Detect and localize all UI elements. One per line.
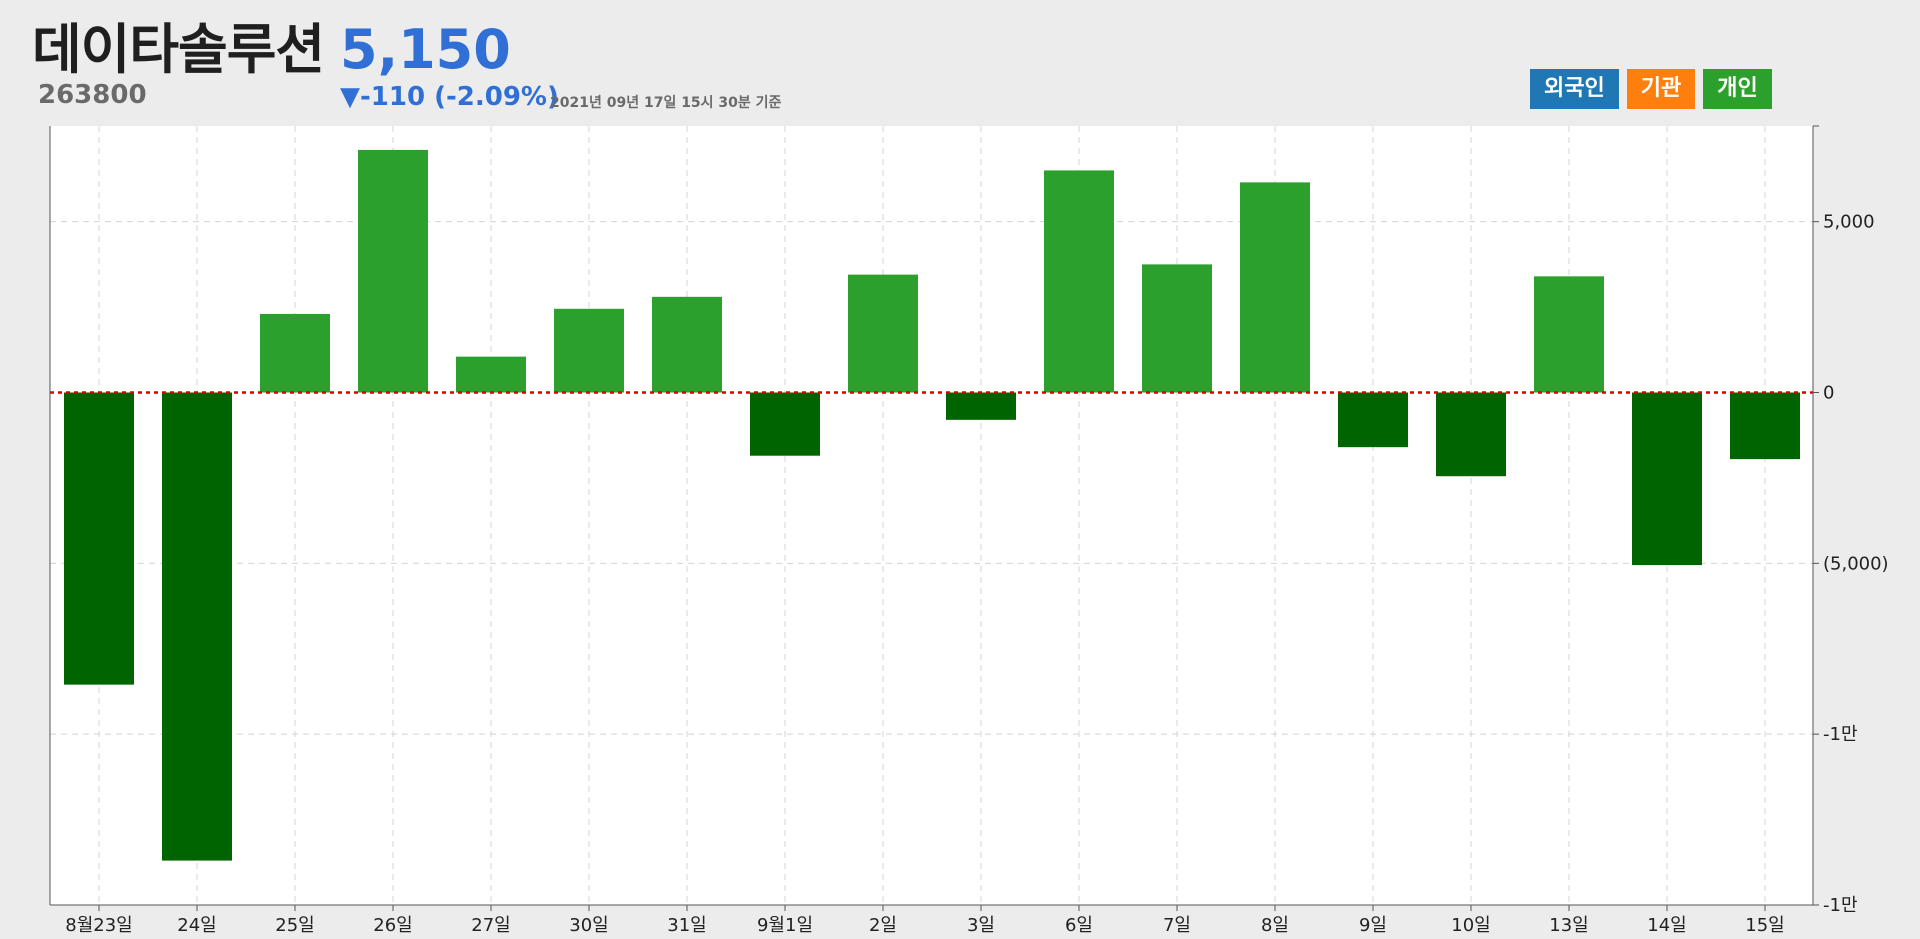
y-tick-label: (5,000): [1823, 553, 1889, 574]
bar: [1632, 392, 1702, 566]
legend-foreigner-button[interactable]: 외국인: [1530, 69, 1619, 109]
x-tick-label: 31일: [667, 915, 706, 936]
x-tick-label: 9월1일: [757, 915, 813, 936]
legend-individual-button[interactable]: 개인: [1703, 69, 1772, 109]
x-tick-label: 30일: [569, 915, 608, 936]
x-tick-label: 8일: [1261, 915, 1289, 936]
bar: [1730, 392, 1800, 460]
x-tick-label: 8월23일: [65, 915, 132, 936]
x-tick-label: 2일: [869, 915, 897, 936]
bar: [162, 392, 232, 861]
bar: [1436, 392, 1506, 477]
stock-price: 5,150: [340, 18, 511, 81]
x-tick-label: 15일: [1745, 915, 1784, 936]
legend-institution-button[interactable]: 기관: [1626, 69, 1696, 109]
bar: [456, 356, 526, 393]
x-tick-label: 24일: [177, 915, 216, 936]
bar: [848, 274, 918, 393]
y-tick-label: -1만: [1823, 724, 1858, 745]
x-tick-label: 7일: [1163, 915, 1191, 936]
x-tick-label: 25일: [275, 915, 314, 936]
stock-name: 데이타솔루션: [32, 18, 325, 81]
bar: [1534, 276, 1604, 393]
x-tick-label: 3일: [967, 915, 995, 936]
legend: 외국인 기관 개인: [1530, 69, 1772, 109]
x-tick-label: 26일: [373, 915, 412, 936]
bar: [1240, 182, 1310, 393]
x-tick-label: 6일: [1065, 915, 1093, 936]
bar: [1338, 392, 1408, 448]
price-change: ▼-110 (-2.09%): [340, 82, 559, 112]
y-tick-label: 0: [1823, 383, 1834, 404]
x-tick-label: 9일: [1359, 915, 1387, 936]
bar: [554, 308, 624, 393]
bar: [358, 149, 428, 393]
bar: [946, 392, 1016, 420]
bar: [64, 392, 134, 685]
bar: [260, 313, 330, 393]
plot-area: [50, 126, 1813, 905]
x-tick-label: 27일: [471, 915, 510, 936]
bar: [1044, 170, 1114, 393]
x-tick-label: 14일: [1647, 915, 1686, 936]
bar: [750, 392, 820, 456]
timestamp: 2021년 09년 17일 15시 30분 기준: [550, 95, 782, 111]
x-tick-label: 10일: [1451, 915, 1490, 936]
y-tick-label: -1만: [1823, 895, 1858, 916]
stock-code: 263800: [38, 80, 147, 110]
bar: [652, 296, 722, 393]
x-tick-label: 13일: [1549, 915, 1588, 936]
bar: [1142, 264, 1212, 393]
y-tick-label: 5,000: [1823, 212, 1875, 233]
